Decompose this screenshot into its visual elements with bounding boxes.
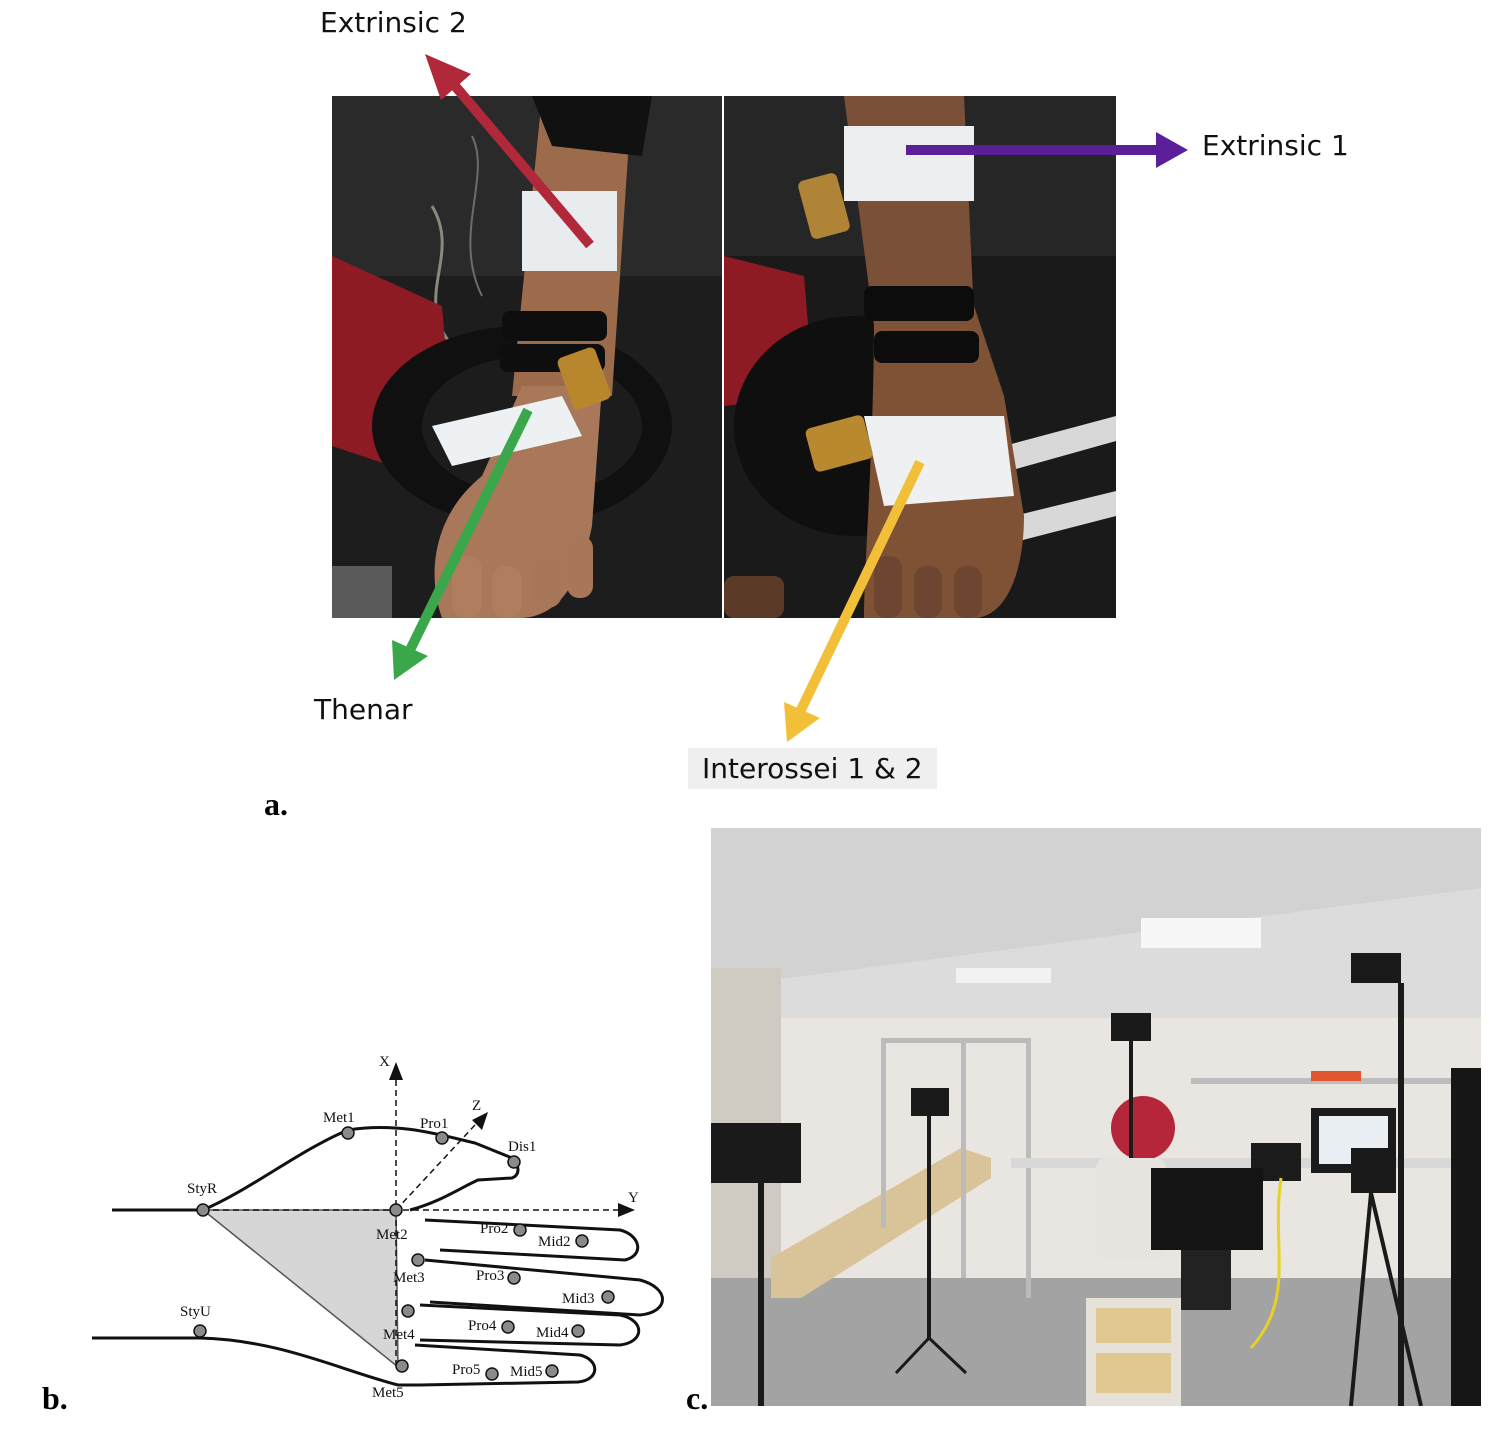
forearm-dorsal-image — [724, 96, 1116, 618]
interossei-label: Interossei 1 & 2 — [688, 748, 937, 789]
marker-pro3 — [507, 1271, 521, 1285]
panel-a-arrows — [392, 54, 1188, 742]
interossei-arrow — [784, 459, 925, 742]
marker-points — [193, 1126, 615, 1381]
label-mid4: Mid4 — [536, 1325, 569, 1341]
marker-met2 — [389, 1203, 403, 1217]
extrinsic1-label: Extrinsic 1 — [1202, 129, 1349, 162]
marker-dis1 — [507, 1155, 521, 1169]
label-styr: StyR — [187, 1181, 217, 1197]
thenar-label: Thenar — [314, 693, 413, 726]
forearm-photo-left — [332, 96, 722, 618]
extrinsic2-arrow — [425, 54, 594, 249]
marker-styr — [196, 1203, 210, 1217]
label-pro2: Pro2 — [480, 1221, 508, 1237]
motion-capture-lab-image — [711, 828, 1481, 1406]
hand-marker-diagram: X Y Z Met1 Pro1 Dis1 StyR StyU Met2 Met3… — [92, 1054, 664, 1401]
forearm-palm-image — [332, 96, 722, 618]
marker-met1 — [341, 1126, 355, 1140]
marker-pro1 — [435, 1131, 449, 1145]
label-dis1: Dis1 — [508, 1139, 536, 1155]
label-pro1: Pro1 — [420, 1116, 448, 1132]
axis-y-label: Y — [628, 1190, 639, 1206]
label-mid3: Mid3 — [562, 1291, 595, 1307]
lab-setup-photo — [711, 828, 1481, 1406]
label-met3: Met3 — [393, 1270, 425, 1286]
marker-met3 — [411, 1253, 425, 1267]
label-met1: Met1 — [323, 1110, 355, 1126]
panel-c-letter: c. — [686, 1380, 709, 1416]
label-pro4: Pro4 — [468, 1318, 497, 1334]
label-met2: Met2 — [376, 1227, 408, 1243]
marker-met5 — [395, 1359, 409, 1373]
marker-pro2 — [513, 1223, 527, 1237]
marker-styu — [193, 1324, 207, 1338]
extrinsic2-label: Extrinsic 2 — [320, 6, 467, 39]
label-mid5: Mid5 — [510, 1364, 543, 1380]
marker-mid4 — [571, 1324, 585, 1338]
panel-a-letter: a. — [264, 786, 288, 822]
axis-x-label: X — [379, 1054, 390, 1070]
marker-pro5 — [485, 1367, 499, 1381]
label-met4: Met4 — [383, 1327, 415, 1343]
forearm-photo-right — [724, 96, 1116, 618]
thenar-arrow — [392, 407, 533, 680]
marker-mid5 — [545, 1364, 559, 1378]
extrinsic1-arrow — [906, 132, 1188, 168]
label-pro3: Pro3 — [476, 1268, 504, 1284]
axis-z-label: Z — [472, 1098, 481, 1114]
marker-mid2 — [575, 1234, 589, 1248]
label-mid2: Mid2 — [538, 1234, 571, 1250]
marker-met4 — [401, 1304, 415, 1318]
label-met5: Met5 — [372, 1385, 404, 1401]
marker-pro4 — [501, 1320, 515, 1334]
panel-b-letter: b. — [42, 1380, 68, 1416]
marker-mid3 — [601, 1290, 615, 1304]
label-pro5: Pro5 — [452, 1362, 480, 1378]
label-styu: StyU — [180, 1304, 211, 1320]
